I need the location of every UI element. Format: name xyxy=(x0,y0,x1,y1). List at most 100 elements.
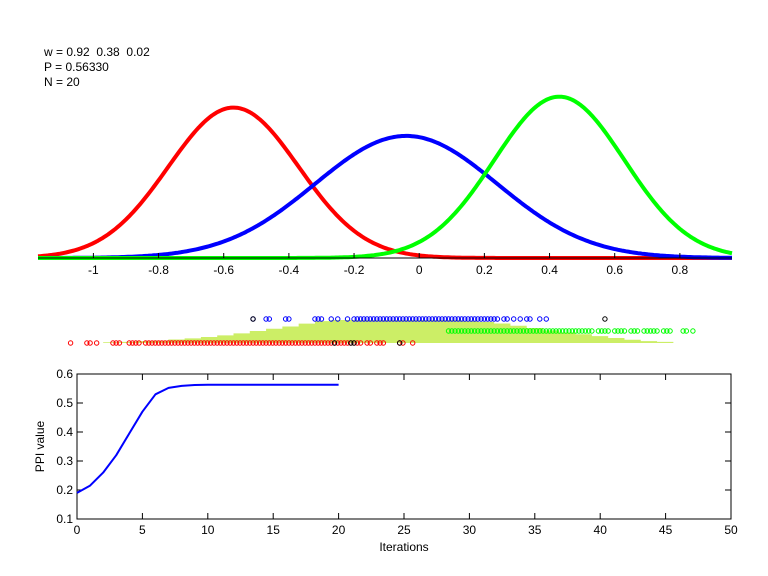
sample-point xyxy=(305,340,312,346)
sample-point xyxy=(116,340,123,346)
sample-point xyxy=(247,340,253,346)
sample-point xyxy=(631,328,637,334)
sample-point xyxy=(312,316,318,322)
sample-point xyxy=(256,340,263,346)
sample-point xyxy=(273,340,279,346)
sample-point xyxy=(468,316,475,322)
sample-point xyxy=(644,328,650,334)
sample-point xyxy=(172,340,178,346)
sample-point xyxy=(250,340,256,346)
sample-point xyxy=(510,316,517,322)
sample-point xyxy=(602,316,608,322)
y-tick-label: 0.2 xyxy=(56,483,73,497)
sample-point xyxy=(452,316,458,322)
x-tick-label: 0.6 xyxy=(606,263,623,277)
sample-point xyxy=(276,340,282,346)
sample-point xyxy=(282,340,289,346)
x-tick-label: 50 xyxy=(724,523,738,537)
sample-point xyxy=(168,340,175,346)
gaussian-curve-1 xyxy=(38,133,732,260)
sample-point xyxy=(475,328,481,334)
sample-point xyxy=(442,316,448,322)
weights-text: w = 0.92 0.38 0.02 xyxy=(44,45,150,59)
sample-point xyxy=(615,328,621,334)
y-tick-label: 0.3 xyxy=(56,454,73,468)
sample-point xyxy=(462,316,468,322)
sample-point xyxy=(569,328,576,334)
sample-point xyxy=(299,340,305,346)
sample-point xyxy=(387,316,393,322)
sample-point xyxy=(383,316,390,322)
sample-point xyxy=(475,316,481,322)
gaussian-curve-0 xyxy=(37,105,732,260)
sample-point xyxy=(413,316,419,322)
sample-point xyxy=(660,328,667,334)
sample-point xyxy=(295,340,302,346)
sample-point xyxy=(237,340,243,346)
sample-point xyxy=(423,316,429,322)
sample-point xyxy=(393,316,400,322)
sample-point xyxy=(517,328,523,334)
sample-point xyxy=(253,340,260,346)
sample-point xyxy=(409,316,416,322)
x-tick-label: -0.2 xyxy=(344,263,365,277)
sample-point xyxy=(419,316,426,322)
x-tick-label: 0 xyxy=(74,523,81,537)
sample-point xyxy=(87,340,93,346)
sample-point xyxy=(354,340,361,346)
sample-point xyxy=(589,328,595,334)
sample-point xyxy=(683,328,690,334)
sample-point xyxy=(452,328,458,334)
sample-point xyxy=(680,328,686,334)
sample-point xyxy=(269,340,276,346)
x-tick-label: -1 xyxy=(88,263,99,277)
sample-point xyxy=(221,340,227,346)
sample-point xyxy=(618,328,624,334)
sample-point xyxy=(286,340,292,346)
sample-point xyxy=(520,328,527,334)
sample-point xyxy=(400,316,406,322)
sample-point xyxy=(152,340,158,346)
x-tick-label: 0 xyxy=(416,263,423,277)
sample-point xyxy=(478,316,484,322)
sample-point xyxy=(344,316,351,322)
sample-point xyxy=(289,340,295,346)
sample-point xyxy=(481,316,488,322)
sample-point xyxy=(429,316,435,322)
sample-point xyxy=(374,340,380,346)
sample-point xyxy=(621,328,628,334)
x-tick-label: 0.2 xyxy=(476,263,493,277)
sample-point xyxy=(364,340,370,346)
p-value-text: P = 0.56330 xyxy=(44,60,109,74)
sample-point xyxy=(634,328,641,334)
sample-point xyxy=(566,328,572,334)
sample-point xyxy=(403,316,409,322)
sample-point xyxy=(488,328,494,334)
sample-point xyxy=(263,316,269,322)
sample-point xyxy=(605,328,611,334)
sample-point xyxy=(553,328,559,334)
sample-point xyxy=(250,316,256,322)
sample-point xyxy=(641,328,647,334)
sample-point xyxy=(390,316,396,322)
sample-point xyxy=(204,340,211,346)
sample-point xyxy=(201,340,207,346)
sample-point xyxy=(227,340,233,346)
sample-point xyxy=(175,340,181,346)
sample-point xyxy=(478,328,484,334)
y-tick-label: 0.1 xyxy=(56,512,73,526)
sample-point xyxy=(462,328,468,334)
sample-point xyxy=(550,328,556,334)
sample-point xyxy=(354,316,361,322)
sample-point xyxy=(302,340,308,346)
sample-point xyxy=(471,328,478,334)
y-tick-label: 0.5 xyxy=(56,396,73,410)
sample-point xyxy=(510,328,517,334)
sample-point xyxy=(396,340,403,346)
sample-point xyxy=(527,316,533,322)
gaussian-axes: -1 -0.8 -0.6 -0.4 -0.2 0 0.2 0.4 0.6 0.8 xyxy=(37,94,733,277)
sample-point xyxy=(543,316,549,322)
sample-point xyxy=(335,316,341,322)
sample-point xyxy=(471,316,478,322)
